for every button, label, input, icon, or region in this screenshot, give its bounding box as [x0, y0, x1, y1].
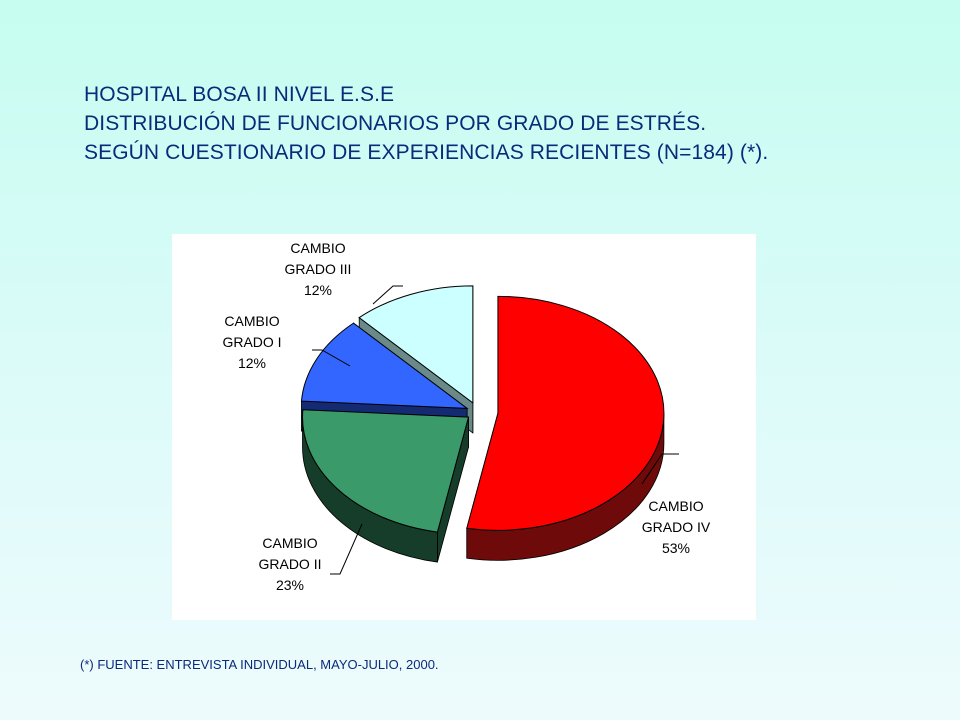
- slice-percent-1: 53%: [662, 540, 690, 556]
- slice-category-4-0: CAMBIO: [290, 240, 345, 256]
- title-line-1: HOSPITAL BOSA II NIVEL E.S.E: [84, 83, 395, 106]
- pie-slice-2: [302, 409, 470, 533]
- slice-category-2-0: CAMBIO: [262, 535, 317, 551]
- slice-category-4-1: GRADO III: [285, 261, 352, 277]
- pie-slice-1: [466, 295, 665, 531]
- pie-labels: CAMBIO GRADO IV 53%CAMBIO GRADO II 23%CAMBIO…: [222, 240, 710, 593]
- slice-label-2: CAMBIO GRADO II 23%: [258, 535, 321, 593]
- source-footnote: (*) FUENTE: ENTREVISTA INDIVIDUAL, MAYO-…: [80, 657, 439, 672]
- slice-percent-3: 12%: [238, 355, 266, 371]
- slice-category-1-1: GRADO IV: [642, 519, 711, 535]
- chart-panel: CAMBIO GRADO IV 53% CAMBIO GRADO II 23% CAMBIO…: [172, 234, 756, 620]
- title-line-3: SEGÚN CUESTIONARIO DE EXPERIENCIAS RECIE…: [84, 141, 769, 164]
- leader-line-2: [330, 523, 363, 575]
- slice-label-1: CAMBIO GRADO IV 53%: [642, 498, 711, 556]
- chart-title: HOSPITAL BOSA II NIVEL E.S.E DISTRIBUCIÓ…: [84, 80, 944, 167]
- slice-category-3-1: GRADO I: [222, 334, 281, 350]
- slice-category-2-1: GRADO II: [258, 556, 321, 572]
- slice-category-3-0: CAMBIO: [224, 313, 279, 329]
- leader-line-1: [641, 453, 679, 485]
- pie-tops: [300, 285, 665, 533]
- slice-percent-4: 12%: [304, 282, 332, 298]
- slice-label-4: CAMBIO GRADO III 12%: [285, 240, 352, 298]
- slice-label-3: CAMBIO GRADO I 12%: [222, 313, 281, 371]
- pie-chart: CAMBIO GRADO IV 53%CAMBIO GRADO II 23%CAMBIO…: [222, 240, 710, 593]
- title-line-2: DISTRIBUCIÓN DE FUNCIONARIOS POR GRADO D…: [84, 112, 707, 135]
- leader-line-4: [372, 285, 403, 305]
- slice-percent-2: 23%: [276, 577, 304, 593]
- slice-category-1-0: CAMBIO: [648, 498, 703, 514]
- pie-slice-4: [358, 285, 474, 404]
- pie-slice-3: [300, 322, 469, 409]
- leader-line-3: [312, 349, 351, 367]
